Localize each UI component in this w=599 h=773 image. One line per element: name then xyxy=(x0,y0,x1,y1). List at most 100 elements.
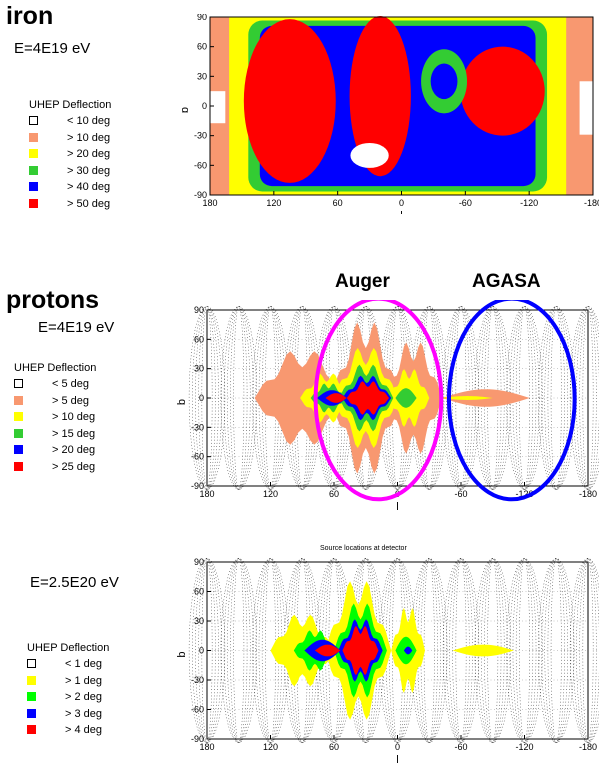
x-tick-label: 60 xyxy=(329,742,339,752)
x-tick-label: 180 xyxy=(199,742,214,752)
y-tick-label: 0 xyxy=(202,101,207,111)
legend-swatch xyxy=(27,659,36,668)
x-tick-label: 60 xyxy=(329,489,339,499)
legend-swatch xyxy=(27,725,36,734)
energy-label-protons: E=4E19 eV xyxy=(38,319,115,336)
legend-label: > 20 deg xyxy=(52,444,96,456)
y-axis-label: b xyxy=(182,107,191,113)
x-tick-label: 120 xyxy=(263,489,278,499)
legend-swatch xyxy=(29,165,38,175)
y-tick-label: 90 xyxy=(197,14,207,22)
legend-swatch xyxy=(14,412,23,421)
x-tick-label: 180 xyxy=(202,198,217,208)
legend-label: > 30 deg xyxy=(67,164,111,177)
x-tick-label: 60 xyxy=(333,198,343,208)
legend-swatch xyxy=(27,675,36,685)
annotation-auger: Auger xyxy=(335,271,390,292)
x-tick-label: -120 xyxy=(520,198,538,208)
legend-label: > 40 deg xyxy=(67,181,111,193)
legend-label: < 5 deg xyxy=(52,378,90,390)
legend-swatch xyxy=(14,395,23,405)
x-axis-label: l xyxy=(396,754,398,766)
legend-swatch xyxy=(29,182,38,191)
legend-title-high: UHEP Deflection xyxy=(27,642,110,654)
agasa-ellipse xyxy=(446,300,577,502)
y-tick-label: 60 xyxy=(194,587,204,597)
x-tick-label: -180 xyxy=(584,198,599,208)
legend-protons: < 5 deg > 5 deg > 10 deg > 15 deg > 20 deg > … xyxy=(14,377,134,477)
x-tick-label: -60 xyxy=(454,489,467,499)
x-tick-label: -180 xyxy=(579,742,597,752)
plot-protons: 90 60 30 0 -30 -60 -90 180 120 60 0 -60 -120 -180 l b xyxy=(160,300,599,520)
x-tick-label: -120 xyxy=(515,742,533,752)
legend-label: > 2 deg xyxy=(65,691,103,703)
x-tick-label: 0 xyxy=(395,742,400,752)
legend-swatch xyxy=(14,428,23,438)
x-tick-label: -60 xyxy=(454,742,467,752)
plot-title-source-locations: Source locations at detector xyxy=(320,545,407,552)
legend-label: > 1 deg xyxy=(65,674,103,687)
plot-high-energy: 90 60 30 0 -30 -60 -90 180 120 60 0 -60 -120 -180 l b xyxy=(160,552,599,772)
y-tick-label: -90 xyxy=(194,190,207,200)
x-tick-label: -60 xyxy=(459,198,472,208)
legend-label: > 3 deg xyxy=(65,707,103,720)
y-tick-label: -60 xyxy=(194,160,207,170)
y-tick-label: -90 xyxy=(191,734,204,744)
energy-label-iron: E=4E19 eV xyxy=(14,40,91,57)
legend-swatch xyxy=(29,116,38,125)
y-tick-label: 30 xyxy=(197,71,207,81)
y-tick-label: 30 xyxy=(194,364,204,374)
panel-heading-protons: protons xyxy=(6,286,100,314)
y-tick-label: -60 xyxy=(191,452,204,462)
legend-high: < 1 deg > 1 deg > 2 deg > 3 deg > 4 deg xyxy=(27,657,147,747)
deflection-map-iron xyxy=(210,16,593,195)
y-tick-label: 0 xyxy=(199,393,204,403)
legend-swatch xyxy=(27,708,36,718)
legend-label: > 20 deg xyxy=(67,148,111,160)
y-tick-label: -90 xyxy=(191,481,204,491)
legend-swatch xyxy=(14,379,23,388)
y-tick-label: 60 xyxy=(197,42,207,52)
panel-heading-iron: iron xyxy=(6,2,54,30)
deflection-map-high-energy xyxy=(188,558,599,743)
x-axis-label: l xyxy=(400,210,402,214)
y-axis-label: b xyxy=(176,399,188,405)
x-tick-label: 180 xyxy=(199,489,214,499)
legend-label: > 25 deg xyxy=(52,460,96,473)
legend-label: < 10 deg xyxy=(67,115,111,127)
legend-swatch xyxy=(29,132,38,142)
x-tick-label: -180 xyxy=(579,489,597,499)
legend-title-protons: UHEP Deflection xyxy=(14,362,97,374)
legend-title-iron: UHEP Deflection xyxy=(29,99,112,111)
x-tick-label: 120 xyxy=(266,198,281,208)
y-tick-label: -30 xyxy=(191,422,204,432)
y-tick-label: 0 xyxy=(199,646,204,656)
legend-label: < 1 deg xyxy=(65,658,103,670)
y-tick-label: -30 xyxy=(191,675,204,685)
annotation-agasa: AGASA xyxy=(472,271,541,292)
y-tick-label: -60 xyxy=(191,705,204,715)
y-tick-label: 90 xyxy=(194,557,204,567)
legend-swatch xyxy=(14,461,23,471)
x-tick-label: -120 xyxy=(515,489,533,499)
y-tick-label: 90 xyxy=(194,305,204,315)
legend-label: > 10 deg xyxy=(67,131,111,144)
legend-label: > 50 deg xyxy=(67,197,111,210)
legend-swatch xyxy=(29,198,38,208)
legend-label: > 10 deg xyxy=(52,411,96,423)
y-tick-label: -30 xyxy=(194,131,207,141)
x-axis-label: l xyxy=(396,501,398,513)
legend-iron: < 10 deg > 10 deg > 20 deg > 30 deg > 40 deg… xyxy=(29,114,149,214)
energy-label-high: E=2.5E20 eV xyxy=(30,574,119,591)
y-tick-label: 30 xyxy=(194,616,204,626)
legend-label: > 15 deg xyxy=(52,427,96,440)
x-tick-label: 120 xyxy=(263,742,278,752)
y-axis-label: b xyxy=(176,651,188,657)
y-tick-label: 60 xyxy=(194,334,204,344)
legend-label: > 5 deg xyxy=(52,394,90,407)
legend-label: > 4 deg xyxy=(65,724,103,736)
